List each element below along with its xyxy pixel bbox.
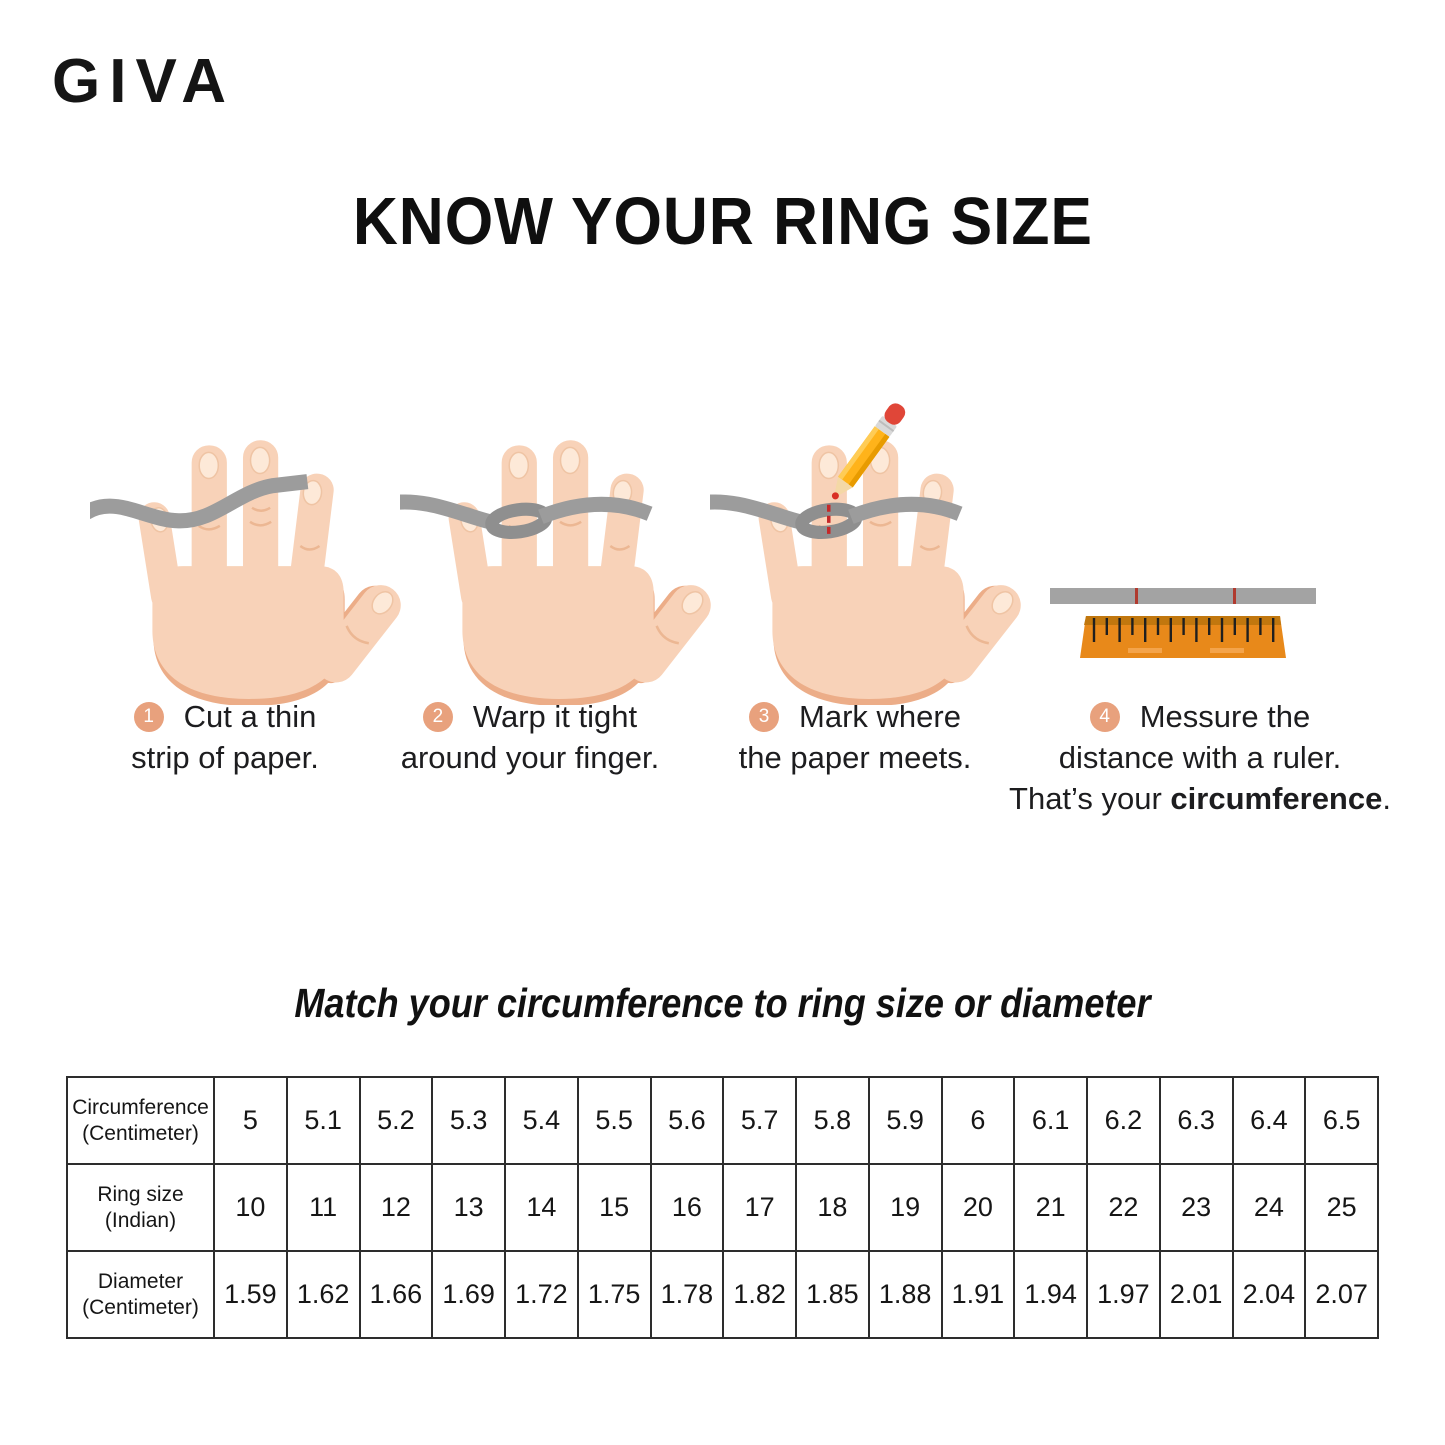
- step4-text-line2: distance with a ruler.: [1058, 740, 1342, 775]
- value-cell: 6.3: [1158, 1076, 1234, 1165]
- value-cell: 6.5: [1304, 1076, 1379, 1165]
- ruler-icon: [1050, 588, 1316, 658]
- value-cell: 6: [940, 1076, 1016, 1165]
- ring-size-table: Circumference (Centimeter) 5 5.1 5.2 5.3 5.4 5.…: [66, 1076, 1379, 1339]
- value-cell: 2.07: [1304, 1250, 1379, 1339]
- value-cell: 1.82: [722, 1250, 797, 1339]
- value-cell: 5.3: [431, 1076, 506, 1165]
- step3-text-line2: the paper meets.: [738, 740, 972, 775]
- value-cell: 6.1: [1013, 1076, 1088, 1165]
- value-cell: 1.91: [940, 1250, 1016, 1339]
- table-row: Diameter (Centimeter) 1.59 1.62 1.66 1.69 1.72…: [66, 1250, 1379, 1339]
- value-cell: 17: [722, 1163, 797, 1252]
- hand-step3-icon: [710, 403, 1022, 705]
- value-cell: 1.94: [1013, 1250, 1088, 1339]
- value-cell: 1.72: [504, 1250, 579, 1339]
- value-cell: 10: [213, 1163, 288, 1252]
- value-cell: 5.2: [358, 1076, 434, 1165]
- step2-caption: 2 Warp it tight around your finger.: [360, 696, 700, 778]
- value-cell: 5.9: [867, 1076, 943, 1165]
- paper-strip-wrapped-icon: [400, 494, 653, 539]
- table-row: Ring size (Indian) 10 11 12 13 14 15 16 17 18 19 20 2…: [66, 1163, 1379, 1252]
- value-cell: 15: [576, 1163, 652, 1252]
- value-cell: 5.6: [649, 1076, 725, 1165]
- value-cell: 18: [795, 1163, 870, 1252]
- value-cell: 5.8: [795, 1076, 870, 1165]
- page-title: KNOW YOUR RING SIZE: [352, 184, 1093, 259]
- value-cell: 11: [285, 1163, 361, 1252]
- step4-caption: 4 Messure the distance with a ruler. Tha…: [1000, 696, 1400, 819]
- value-cell: 5.7: [722, 1076, 797, 1165]
- table-row: Circumference (Centimeter) 5 5.1 5.2 5.3 5.4 5.…: [66, 1076, 1379, 1165]
- value-cell: 1.62: [285, 1250, 361, 1339]
- value-cell: 1.78: [649, 1250, 725, 1339]
- step1-text-line2: strip of paper.: [131, 740, 319, 775]
- pencil-icon: [831, 403, 906, 500]
- step3-text-line1: Mark where: [799, 699, 961, 734]
- step2-number-badge: 2: [422, 701, 453, 732]
- step2-text-line1: Warp it tight: [472, 699, 638, 734]
- value-cell: 1.69: [431, 1250, 506, 1339]
- paper-strip-flat-icon: [1050, 588, 1316, 604]
- step1-text-line1: Cut a thin: [183, 699, 317, 734]
- value-cell: 25: [1304, 1163, 1379, 1252]
- step4-text-line3: That’s your circumference.: [1009, 781, 1391, 816]
- step1-number-badge: 1: [133, 701, 164, 732]
- hand-step2-icon: [400, 393, 712, 705]
- value-cell: 20: [940, 1163, 1016, 1252]
- step3-number-badge: 3: [749, 701, 780, 732]
- row-header-cell: Circumference (Centimeter): [66, 1076, 215, 1165]
- step2-text-line2: around your finger.: [400, 740, 660, 775]
- step4-number-badge: 4: [1089, 701, 1120, 732]
- table-subtitle: Match your circumference to ring size or…: [294, 980, 1151, 1026]
- row-header-cell: Diameter (Centimeter): [66, 1250, 215, 1339]
- value-cell: 1.97: [1086, 1250, 1161, 1339]
- value-cell: 5.5: [576, 1076, 652, 1165]
- step4-text-line1: Messure the: [1139, 699, 1311, 734]
- value-cell: 13: [431, 1163, 506, 1252]
- hand-step1-icon: [90, 393, 402, 705]
- value-cell: 6.2: [1086, 1076, 1161, 1165]
- step1-caption: 1 Cut a thin strip of paper.: [60, 696, 390, 778]
- paper-strip-icon: [90, 474, 309, 529]
- value-cell: 16: [649, 1163, 725, 1252]
- value-cell: 1.75: [576, 1250, 652, 1339]
- value-cell: 21: [1013, 1163, 1088, 1252]
- value-cell: 5: [213, 1076, 288, 1165]
- value-cell: 5.4: [504, 1076, 579, 1165]
- value-cell: 2.04: [1231, 1250, 1307, 1339]
- value-cell: 19: [867, 1163, 943, 1252]
- value-cell: 5.1: [285, 1076, 361, 1165]
- value-cell: 14: [504, 1163, 579, 1252]
- row-header-cell: Ring size (Indian): [66, 1163, 215, 1252]
- giva-logo: GIVA: [52, 47, 235, 116]
- value-cell: 6.4: [1231, 1076, 1307, 1165]
- value-cell: 24: [1231, 1163, 1307, 1252]
- value-cell: 1.85: [795, 1250, 870, 1339]
- value-cell: 1.88: [867, 1250, 943, 1339]
- value-cell: 1.66: [358, 1250, 434, 1339]
- value-cell: 1.59: [213, 1250, 288, 1339]
- value-cell: 22: [1086, 1163, 1161, 1252]
- ring-size-table-body: Circumference (Centimeter) 5 5.1 5.2 5.3 5.4 5.…: [66, 1076, 1379, 1339]
- value-cell: 23: [1158, 1163, 1234, 1252]
- value-cell: 12: [358, 1163, 434, 1252]
- value-cell: 2.01: [1158, 1250, 1234, 1339]
- step3-caption: 3 Mark where the paper meets.: [690, 696, 1020, 778]
